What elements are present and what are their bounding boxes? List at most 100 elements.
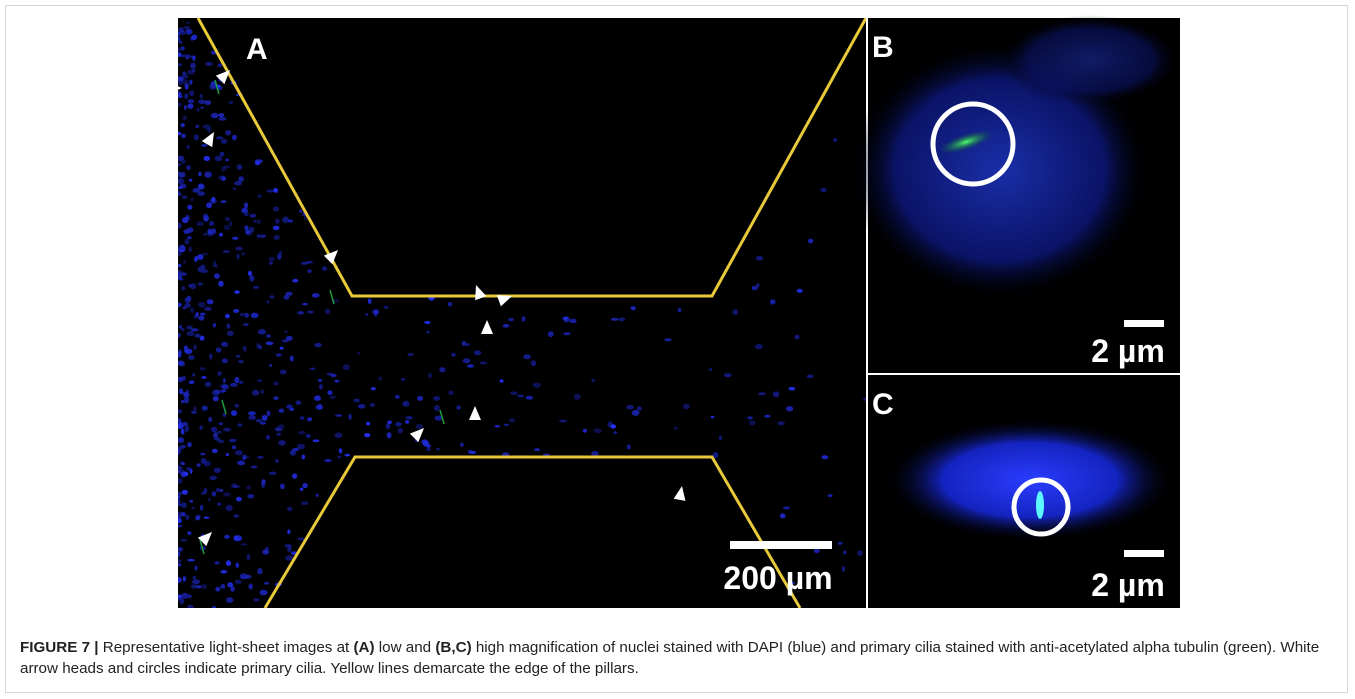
nucleus [426,447,430,451]
nucleus [292,473,297,478]
nucleus [175,492,181,496]
nucleus [857,550,863,556]
nucleus [273,188,278,193]
nucleus [174,103,181,107]
nucleus [185,215,190,221]
nucleus [364,433,370,437]
nucleus [594,429,602,434]
nucleus [190,198,194,202]
nucleus [327,390,332,395]
nucleus [298,431,306,435]
nucleus [842,566,845,572]
nucleus [187,531,191,535]
nucleus [175,274,182,280]
nucleus [189,247,192,253]
nucleus [345,454,351,457]
nucleus [218,440,225,444]
nucleus [237,538,241,541]
nucleus [207,299,214,304]
nucleus [180,539,187,542]
nucleus [280,370,287,375]
nucleus [194,256,198,262]
nucleus [218,281,224,287]
nucleus [821,188,827,192]
nucleus [189,90,194,96]
nucleus [192,56,195,62]
nucleus [233,485,240,487]
nucleus [234,290,239,294]
nucleus [184,345,188,349]
nucleus [631,306,636,310]
nucleus [191,411,197,414]
nucleus [302,303,308,305]
nucleus [186,326,193,330]
nucleus [183,26,190,30]
nucleus [233,309,239,313]
nucleus [260,590,268,596]
nucleus [786,406,793,411]
nucleus [175,559,182,564]
nucleus [175,577,182,583]
nucleus [201,144,207,147]
nucleus [230,439,235,442]
nucleus [200,453,205,456]
nucleus [203,488,207,494]
nucleus [863,398,868,401]
nucleus [387,421,392,425]
nucleus [448,302,453,307]
nucleus [287,546,292,552]
nucleus [273,226,280,231]
nucleus [187,236,192,239]
nucleus [299,209,302,212]
nucleus [237,423,242,426]
nucleus [214,468,221,473]
nucleus [428,373,432,378]
nucleus [276,353,282,357]
nucleus [209,221,214,226]
nucleus [266,190,274,193]
nucleus [674,427,678,431]
nucleus [187,442,192,447]
nucleus [279,409,285,413]
nucleus [175,303,182,308]
nucleus [808,239,813,244]
nucleus [219,489,223,492]
nucleus [229,101,233,104]
nucleus [186,467,190,471]
nucleus [217,431,222,434]
nucleus [395,395,400,399]
nucleus [253,598,259,601]
nucleus [683,404,690,410]
nucleus [314,343,321,348]
nucleus [211,228,216,234]
nucleus [202,405,208,410]
nucleus [227,323,231,329]
nucleus [724,373,732,377]
nucleus [451,353,455,357]
nucleus [182,115,187,120]
nucleus [508,318,514,321]
nucleus [755,344,763,349]
nucleus [218,113,224,117]
nucleus [184,303,191,308]
nucleus [223,492,231,496]
nucleus [197,108,200,112]
nucleus [637,406,642,410]
nucleus [838,542,843,545]
nucleus [175,163,181,166]
nucleus [181,286,185,291]
nucleus [189,381,195,384]
nucleus [181,328,185,331]
nucleus [614,431,618,434]
nucleus [184,105,187,110]
nucleus [260,422,266,425]
nucleus [260,389,264,394]
nucleus [244,212,249,217]
nucleus [232,445,236,449]
nucleus [175,251,182,256]
nucleus [302,455,306,460]
nucleus [195,334,201,338]
nucleus [191,328,199,331]
nucleus [183,260,186,264]
nucleus [194,134,199,140]
